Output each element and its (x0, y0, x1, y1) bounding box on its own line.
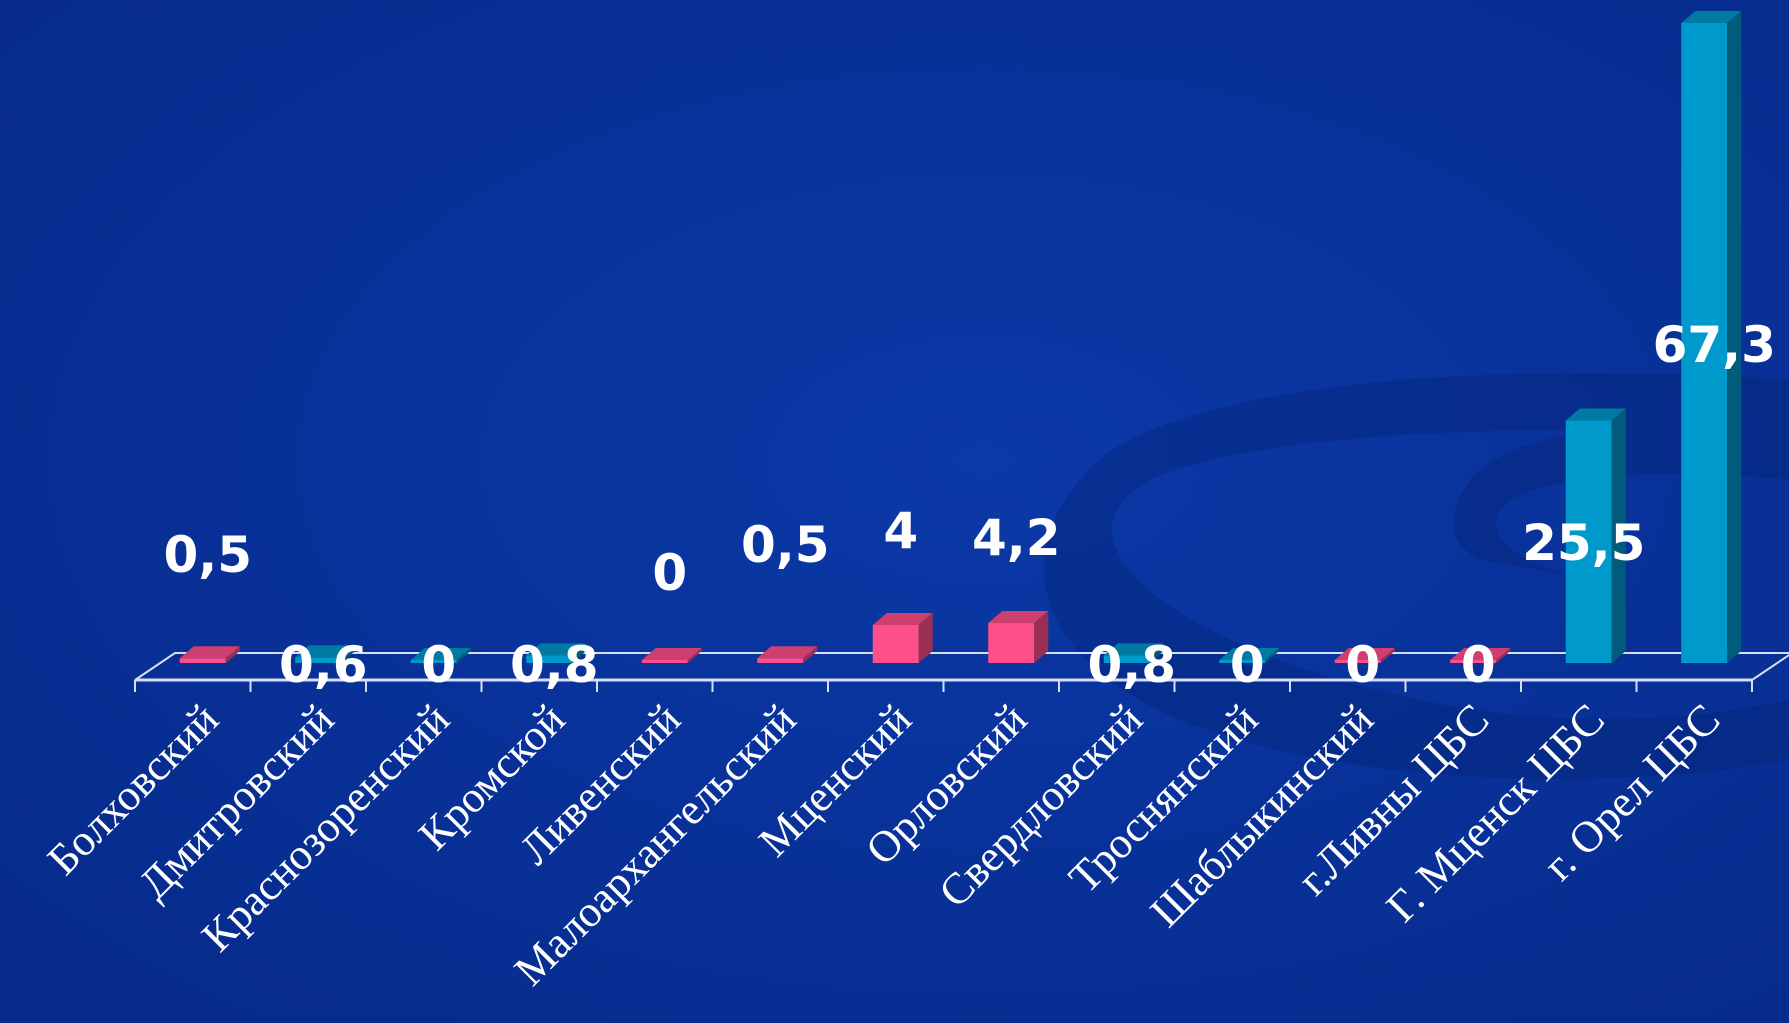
bar-front (1565, 420, 1612, 663)
bar (1565, 408, 1626, 663)
data-label: 25,5 (1522, 514, 1645, 572)
bar (988, 611, 1049, 663)
bar-top (295, 645, 356, 658)
bar-top (872, 612, 933, 625)
bar-front (526, 655, 573, 663)
bar-front (1450, 660, 1497, 663)
data-label: 0 (1345, 636, 1380, 694)
bar-top (1334, 648, 1395, 660)
bar-top (179, 646, 240, 659)
bar-top (1103, 643, 1164, 656)
bar (1103, 643, 1164, 663)
data-label: 0 (652, 544, 687, 602)
bar-front (641, 660, 688, 663)
bars-layer (179, 11, 1742, 663)
value-labels-layer: 0,5 0,6 0 0,8 0 0,5 4 4,2 0,8 0 0 0 25,5 67,3 (163, 316, 1775, 694)
bar-front (872, 624, 919, 663)
data-label: 0 (1230, 636, 1265, 694)
bar-front (1334, 660, 1381, 663)
bar (295, 645, 356, 663)
bar-front (1219, 660, 1266, 663)
bar-side (687, 648, 702, 663)
bar-front (410, 660, 457, 663)
data-label: 0,5 (163, 526, 252, 584)
data-label: 0 (421, 636, 456, 694)
bar-top (1450, 648, 1511, 660)
bar-side (341, 645, 356, 663)
bar (1219, 648, 1280, 663)
bar-side (1034, 611, 1049, 663)
bar-top (526, 643, 587, 656)
bar (641, 648, 702, 663)
bar (410, 648, 471, 663)
bar-top (1565, 408, 1626, 421)
bar-top (757, 646, 818, 659)
data-label: 0 (1461, 636, 1496, 694)
bar-side (1265, 648, 1280, 663)
bar (872, 612, 933, 663)
bar-side (456, 648, 471, 663)
bar-front (179, 658, 226, 663)
floor-back-edge (134, 652, 1789, 681)
bar-front (757, 658, 804, 663)
data-label: 0,8 (510, 636, 599, 694)
data-label: 0,8 (1087, 636, 1176, 694)
bar-side (803, 646, 818, 663)
bar (1334, 648, 1395, 663)
bar (757, 646, 818, 663)
bar-side (1496, 648, 1511, 663)
bar (526, 643, 587, 663)
bar-side (1149, 643, 1164, 663)
bar-front (295, 657, 342, 663)
bar (1681, 11, 1742, 663)
data-label: 67,3 (1653, 316, 1776, 374)
bar-front (1103, 655, 1150, 663)
bar-front (1681, 23, 1728, 663)
data-label: 4 (883, 502, 918, 560)
bar-top (1219, 648, 1280, 660)
bar-front (988, 623, 1035, 663)
bar-side (1727, 11, 1742, 663)
bar-side (225, 646, 240, 663)
data-label: 4,2 (972, 509, 1061, 567)
data-label: 0,5 (741, 516, 830, 574)
bar-side (572, 643, 587, 663)
bar-top (1681, 11, 1742, 23)
bar-side (918, 612, 933, 663)
bar-top (988, 611, 1049, 624)
bar-side (1611, 408, 1626, 663)
bar (179, 646, 240, 663)
bar-top (410, 648, 471, 660)
bar-top (641, 648, 702, 660)
bar (1450, 648, 1511, 663)
axis-layer (134, 652, 1789, 692)
data-label: 0,6 (279, 636, 368, 694)
bar-side (1380, 648, 1395, 663)
